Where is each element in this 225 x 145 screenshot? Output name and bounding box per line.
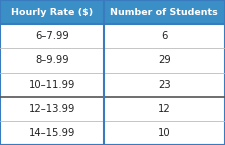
Bar bbox=[104, 0, 225, 24]
Text: Number of Students: Number of Students bbox=[110, 8, 218, 17]
Text: 29: 29 bbox=[158, 55, 171, 65]
Bar bbox=[0, 24, 104, 48]
Bar bbox=[0, 48, 104, 72]
Bar bbox=[104, 48, 225, 72]
Bar bbox=[104, 24, 225, 48]
Text: 10–11.99: 10–11.99 bbox=[29, 80, 75, 90]
Bar bbox=[104, 97, 225, 121]
Text: 12: 12 bbox=[158, 104, 171, 114]
Text: 12–13.99: 12–13.99 bbox=[29, 104, 75, 114]
Text: Hourly Rate ($): Hourly Rate ($) bbox=[11, 8, 93, 17]
Text: 8–9.99: 8–9.99 bbox=[35, 55, 69, 65]
Bar bbox=[104, 121, 225, 145]
Text: 10: 10 bbox=[158, 128, 171, 138]
Bar bbox=[0, 97, 104, 121]
Bar bbox=[0, 72, 104, 97]
Text: 14–15.99: 14–15.99 bbox=[29, 128, 75, 138]
Text: 6: 6 bbox=[161, 31, 167, 41]
Text: 23: 23 bbox=[158, 80, 171, 90]
Bar bbox=[0, 0, 104, 24]
Bar bbox=[104, 72, 225, 97]
Text: 6–7.99: 6–7.99 bbox=[35, 31, 69, 41]
Bar bbox=[0, 121, 104, 145]
